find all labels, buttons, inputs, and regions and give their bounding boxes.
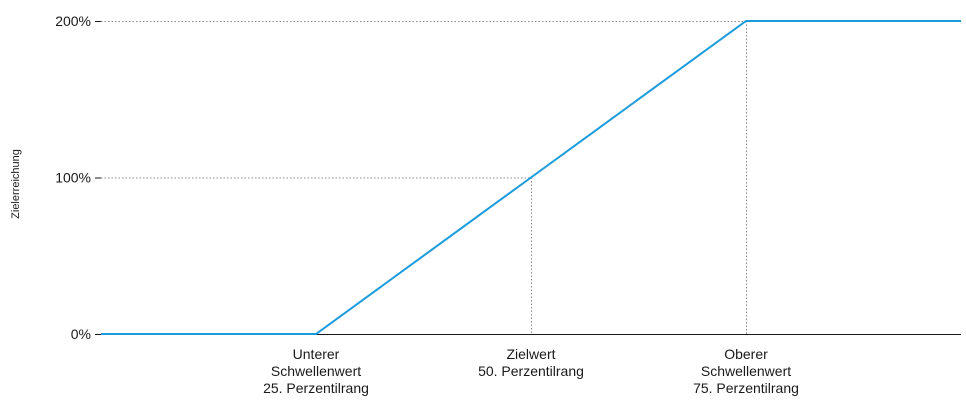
- x-category-label-line: 75. Perzentilrang: [693, 380, 799, 396]
- y-tick-label: 0%: [71, 326, 91, 342]
- y-tick-label: 100%: [55, 170, 91, 186]
- series-group: [101, 20, 961, 335]
- x-category-label: Unterer Schwellenwert 25. Perzentilrang: [263, 346, 369, 396]
- y-axis-title: Zielerreichung: [10, 149, 22, 219]
- x-category-label-line: Unterer: [293, 346, 340, 362]
- y-tick-labels: 0% 100% 200%: [55, 13, 91, 342]
- x-category-labels: Unterer Schwellenwert 25. PerzentilrangZie…: [263, 346, 799, 396]
- y-tick-label: 200%: [55, 13, 91, 29]
- x-category-label-line: Oberer: [724, 346, 768, 362]
- series-line: [101, 20, 961, 335]
- x-category-label-line: 25. Perzentilrang: [263, 380, 369, 396]
- x-category-label: Oberer Schwellenwert 75. Perzentilrang: [693, 346, 799, 396]
- x-category-label-line: Schwellenwert: [271, 363, 361, 379]
- x-category-label-line: Zielwert: [506, 346, 555, 362]
- x-category-label-line: 50. Perzentilrang: [478, 363, 584, 379]
- x-category-label: Zielwert 50. Perzentilrang: [478, 346, 584, 379]
- reference-lines: [101, 21, 961, 334]
- x-category-label-line: Schwellenwert: [701, 363, 791, 379]
